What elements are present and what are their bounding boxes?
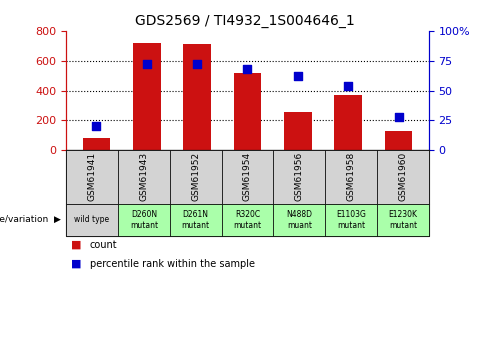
Bar (385, 131, 413, 150)
Text: ■: ■ (71, 240, 81, 250)
Text: GSM61943: GSM61943 (139, 152, 148, 201)
Text: GSM61952: GSM61952 (191, 152, 200, 201)
Bar (234, 73, 261, 150)
Point (244, 66, 251, 72)
Text: GSM61960: GSM61960 (398, 152, 407, 201)
Text: D260N
mutant: D260N mutant (130, 210, 158, 230)
Bar (82, 138, 110, 150)
Text: GSM61956: GSM61956 (295, 152, 304, 201)
Point (93, 124, 100, 129)
Bar (334, 95, 362, 150)
Text: E1103G
mutant: E1103G mutant (336, 210, 366, 230)
Bar (133, 43, 161, 150)
Point (143, 62, 150, 67)
Text: ■: ■ (71, 259, 81, 269)
Text: GSM61958: GSM61958 (346, 152, 356, 201)
Text: wild type: wild type (74, 215, 110, 225)
Point (294, 73, 302, 79)
Bar (284, 112, 312, 150)
Point (193, 62, 201, 67)
Text: R320C
mutant: R320C mutant (233, 210, 262, 230)
Text: GSM61941: GSM61941 (88, 152, 97, 201)
Text: count: count (90, 240, 117, 250)
Text: D261N
mutant: D261N mutant (182, 210, 210, 230)
Point (394, 114, 402, 119)
Text: GDS2569 / TI4932_1S004646_1: GDS2569 / TI4932_1S004646_1 (135, 14, 355, 28)
Text: N488D
muant: N488D muant (286, 210, 312, 230)
Text: E1230K
mutant: E1230K mutant (389, 210, 417, 230)
Text: GSM61954: GSM61954 (243, 152, 252, 201)
Bar (183, 44, 211, 150)
Point (344, 83, 352, 89)
Text: percentile rank within the sample: percentile rank within the sample (90, 259, 255, 269)
Text: genotype/variation  ▶: genotype/variation ▶ (0, 215, 61, 225)
